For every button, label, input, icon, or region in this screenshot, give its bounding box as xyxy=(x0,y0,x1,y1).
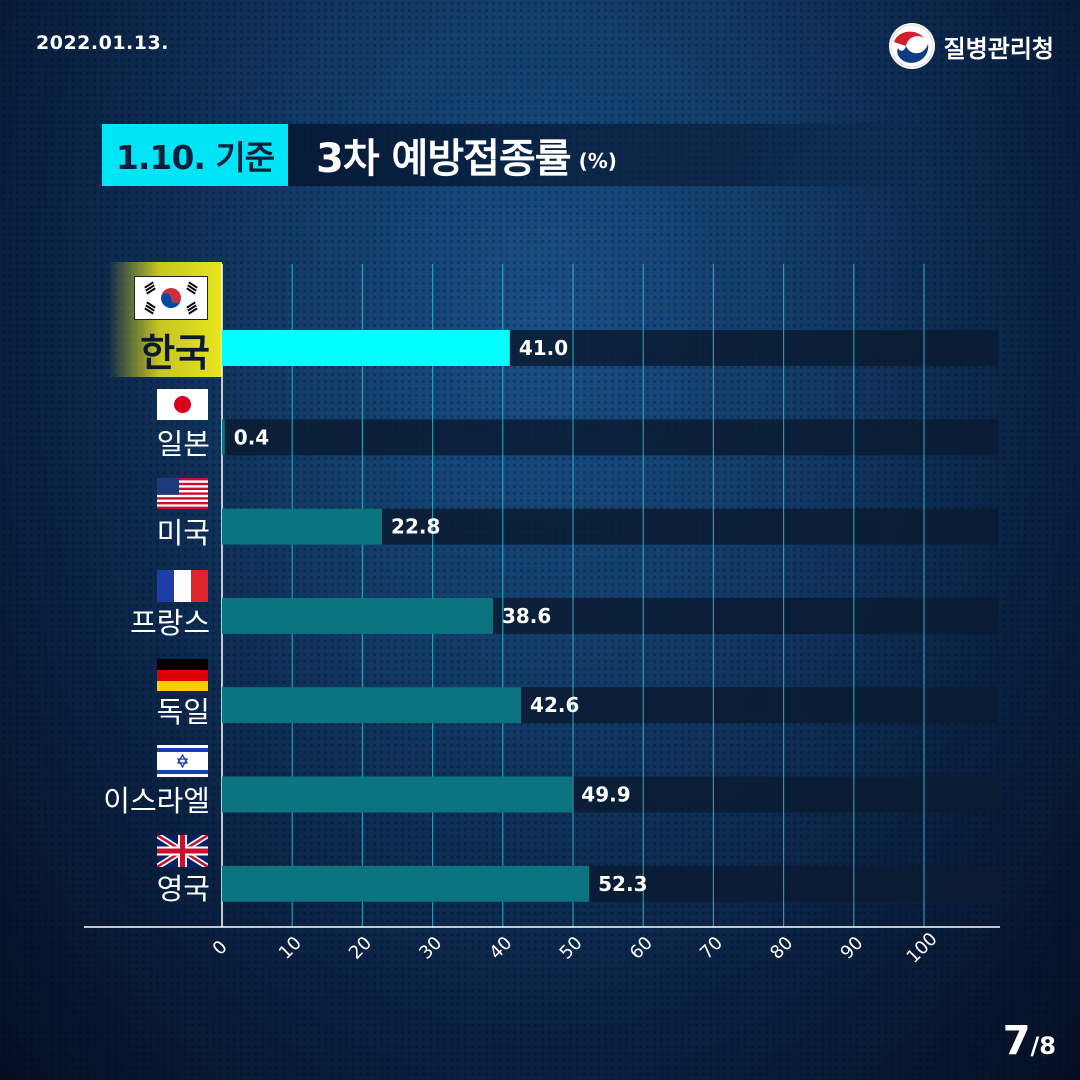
value-label-0: 41.0 xyxy=(519,336,568,360)
bar-4 xyxy=(222,687,522,724)
x-tick-label-100: 100 xyxy=(903,929,942,968)
value-label-1: 0.4 xyxy=(234,425,269,449)
x-tick-label-40: 40 xyxy=(485,933,516,964)
title-band: 3차 예방접종률 (%) xyxy=(288,124,930,186)
germany-flag-icon xyxy=(157,659,208,691)
value-label-5: 49.9 xyxy=(581,783,630,807)
category-label-germany: 독일 xyxy=(156,695,210,729)
bar-0 xyxy=(222,330,510,366)
category-label-japan: 일본 xyxy=(156,427,210,461)
bar-6 xyxy=(222,865,590,902)
page-current: 7 xyxy=(1002,1018,1031,1064)
date-basis-tag: 1.10. 기준 xyxy=(102,124,288,186)
france-flag-icon xyxy=(157,570,208,602)
x-tick-label-70: 70 xyxy=(696,933,727,964)
bar-track xyxy=(222,419,998,456)
agency-logo: 질병관리청 xyxy=(888,22,1054,70)
category-label-uk: 영국 xyxy=(156,872,210,906)
uk-flag-icon xyxy=(157,835,208,867)
category-label-israel: 이스라엘 xyxy=(103,784,210,818)
category-label-korea: 한국 xyxy=(140,331,210,375)
chart-title: 3차 예방접종률 xyxy=(316,136,572,182)
bar-1 xyxy=(222,419,225,456)
south-korea-flag-icon xyxy=(134,276,208,320)
kdca-emblem-icon xyxy=(888,23,935,69)
value-label-3: 38.6 xyxy=(502,604,551,628)
date-label: 2022.01.13. xyxy=(36,32,169,54)
x-tick-label-30: 30 xyxy=(415,933,446,964)
x-tick-label-20: 20 xyxy=(345,933,376,964)
pagination: 7/8 xyxy=(1003,1018,1056,1064)
bar-3 xyxy=(222,597,493,634)
x-tick-label-10: 10 xyxy=(275,933,306,964)
value-label-2: 22.8 xyxy=(391,515,440,539)
japan-flag-icon xyxy=(157,389,208,420)
page-total: /8 xyxy=(1030,1032,1056,1060)
bar-5 xyxy=(222,776,573,813)
usa-flag-icon xyxy=(157,478,208,509)
x-tick-label-80: 80 xyxy=(766,933,797,964)
chart-unit: (%) xyxy=(578,149,617,173)
x-tick-label-90: 90 xyxy=(836,933,867,964)
bar-2 xyxy=(222,508,383,545)
x-tick-label-0: 0 xyxy=(209,937,232,960)
category-label-usa: 미국 xyxy=(156,516,210,550)
category-label-france: 프랑스 xyxy=(129,606,210,640)
x-tick-label-60: 60 xyxy=(626,933,657,964)
value-label-4: 42.6 xyxy=(530,693,579,717)
x-tick-label-50: 50 xyxy=(556,933,587,964)
value-label-6: 52.3 xyxy=(598,872,647,896)
agency-name: 질병관리청 xyxy=(943,34,1054,63)
israel-flag-icon xyxy=(157,745,208,777)
